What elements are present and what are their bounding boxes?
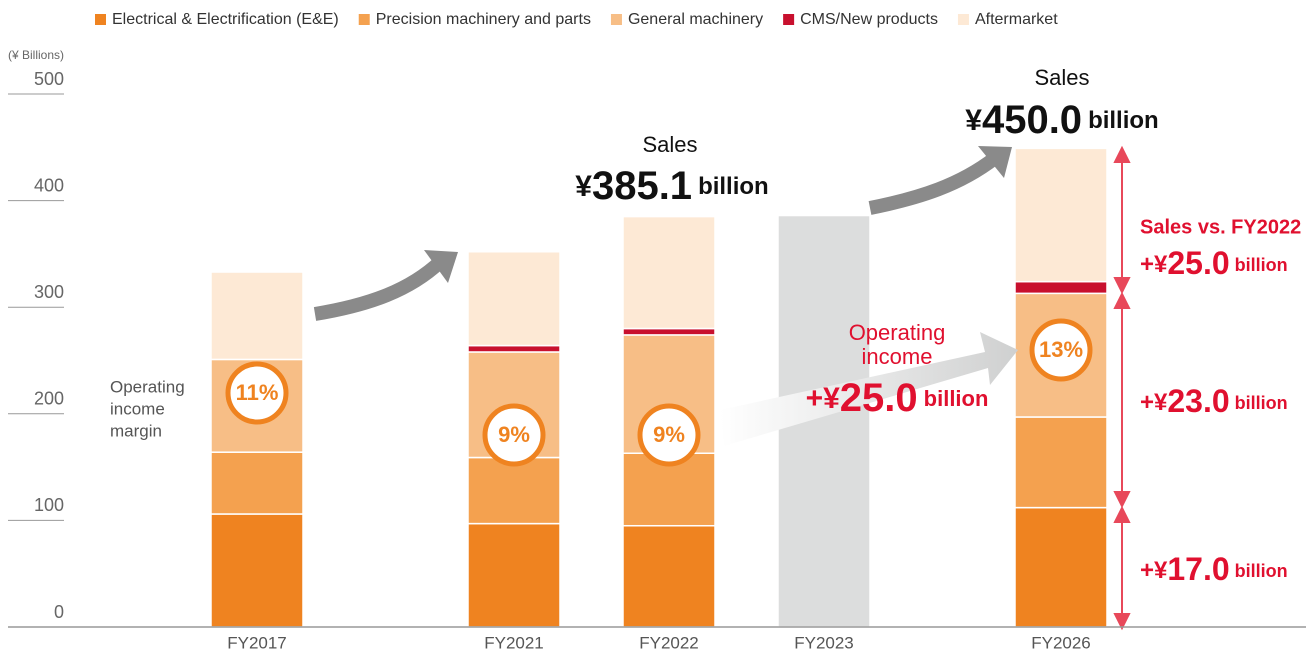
bar-segment	[622, 327, 716, 336]
bar-segment	[622, 215, 716, 330]
arrow-head	[424, 250, 458, 283]
margin-label: 11%	[236, 380, 279, 405]
growth-arrow	[313, 256, 445, 321]
sales-title: Sales	[1034, 65, 1089, 90]
margin-badge	[482, 403, 546, 467]
y-tick-label: 500	[34, 69, 64, 89]
legend-label: CMS/New products	[800, 11, 938, 28]
bar-segment	[467, 456, 561, 525]
bar-segment	[210, 513, 304, 628]
x-tick-label: FY2021	[484, 633, 544, 652]
legend-label: Electrical & Electrification (E&E)	[112, 11, 339, 28]
sales-value: ¥385.1 billion	[575, 164, 768, 208]
bar-segment	[1014, 147, 1108, 283]
income-title: income	[862, 344, 933, 369]
bar-segment	[210, 451, 304, 515]
x-tick-label: FY2017	[227, 633, 287, 652]
x-tick-label: FY2022	[639, 633, 699, 652]
income-title: Operating	[849, 320, 946, 345]
bar-segment	[467, 344, 561, 353]
legend-swatch	[783, 14, 795, 25]
y-tick-label: 400	[34, 175, 64, 195]
x-tick-label: FY2023	[794, 633, 854, 652]
income-value: +¥25.0 billion	[806, 376, 989, 420]
legend-swatch	[957, 14, 969, 25]
legend-label: Aftermarket	[975, 11, 1058, 28]
margin-label: 9%	[498, 422, 530, 447]
arrow-head	[978, 146, 1012, 178]
unit-label: (¥ Billions)	[8, 48, 64, 62]
margin-title: Operating income margin	[110, 377, 185, 440]
legend-swatch	[95, 14, 106, 25]
y-tick-label: 300	[34, 282, 64, 302]
diff-value: +¥17.0 billion	[1140, 551, 1288, 587]
bar-segment	[467, 251, 561, 347]
legend-label: Precision machinery and parts	[376, 11, 591, 28]
sales-title: Sales	[642, 132, 697, 157]
margin-badge	[225, 361, 289, 425]
margin-label: 9%	[653, 422, 685, 447]
margin-title-line: Operating	[110, 377, 185, 396]
diff-value: +¥23.0 billion	[1140, 383, 1288, 419]
bar-segment	[210, 271, 304, 361]
diff-value: +¥25.0 billion	[1140, 245, 1288, 281]
bar-segment	[622, 524, 716, 628]
diff-arrows	[1113, 145, 1131, 631]
margin-badge	[637, 403, 701, 467]
growth-arrow	[868, 152, 1000, 215]
legend-swatch	[358, 14, 370, 25]
sales-value: ¥450.0 billion	[965, 98, 1158, 142]
margin-badge	[1029, 318, 1093, 382]
margin-label: 13%	[1039, 337, 1083, 362]
y-tick-label: 200	[34, 389, 64, 409]
bar-segment	[1014, 506, 1108, 628]
margin-title-line: margin	[110, 421, 162, 440]
legend: Electrical & Electrification (E&E) Precis…	[95, 11, 1058, 28]
bar-segment	[1014, 416, 1108, 509]
y-tick-label: 100	[34, 495, 64, 515]
bar-segment	[467, 522, 561, 628]
bar-segment	[1014, 280, 1108, 295]
legend-swatch	[610, 14, 622, 25]
income-arrow	[720, 332, 1018, 446]
legend-label: General machinery	[628, 11, 763, 28]
vs-title: Sales vs. FY2022	[1140, 216, 1301, 238]
y-tick-label: 0	[54, 602, 64, 622]
x-tick-label: FY2026	[1031, 633, 1091, 652]
margin-title-line: income	[110, 399, 165, 418]
